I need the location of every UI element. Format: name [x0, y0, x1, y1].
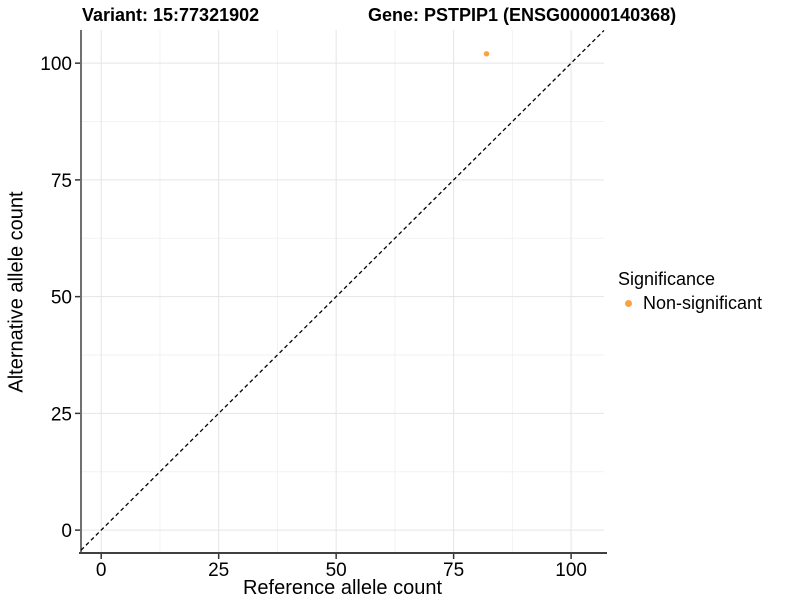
data-point — [483, 51, 490, 57]
legend-item-label: Non-significant — [643, 293, 763, 313]
legend-title: Significance — [618, 269, 716, 289]
y-tick-label: 100 — [40, 54, 72, 75]
x-tick-label: 100 — [555, 560, 587, 581]
x-tick-label: 50 — [326, 560, 347, 581]
y-tick-label: 50 — [51, 288, 72, 309]
x-tick-label: 0 — [96, 560, 107, 581]
x-tick-label: 75 — [443, 560, 464, 581]
y-axis-title: Alternative allele count — [5, 191, 28, 393]
x-tick-label: 25 — [208, 560, 229, 581]
y-tick-label: 75 — [51, 171, 72, 192]
identity-dashed-line — [80, 30, 605, 551]
y-tick-label: 0 — [61, 521, 72, 542]
y-tick-label: 25 — [51, 404, 72, 425]
legend-point-icon — [625, 300, 632, 307]
legend: Significance Non-significant — [618, 268, 762, 314]
x-axis-title: Reference allele count — [242, 577, 442, 599]
legend-item: Non-significant — [618, 293, 762, 314]
plot-title-gene: Gene: PSTPIP1 (ENSG00000140368) — [368, 5, 677, 25]
plot-title-variant: Variant: 15:77321902 — [82, 5, 260, 25]
